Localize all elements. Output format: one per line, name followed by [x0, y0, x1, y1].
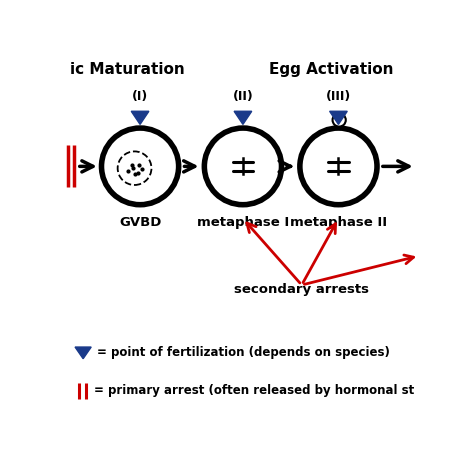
Text: ic Maturation: ic Maturation: [70, 63, 185, 77]
Text: (II): (II): [233, 90, 253, 103]
Text: (I): (I): [132, 90, 148, 103]
Circle shape: [118, 151, 152, 185]
Polygon shape: [75, 347, 91, 359]
Text: metaphase I: metaphase I: [197, 216, 289, 228]
Text: = point of fertilization (depends on species): = point of fertilization (depends on spe…: [97, 346, 390, 359]
Circle shape: [204, 128, 282, 205]
Circle shape: [101, 128, 179, 205]
Text: (III): (III): [326, 90, 351, 103]
Polygon shape: [329, 111, 347, 124]
Text: = primary arrest (often released by hormonal st: = primary arrest (often released by horm…: [94, 384, 414, 397]
Text: secondary arrests: secondary arrests: [234, 283, 369, 296]
Text: metaphase II: metaphase II: [290, 216, 387, 228]
Circle shape: [300, 128, 377, 205]
Circle shape: [333, 113, 346, 127]
Text: Egg Activation: Egg Activation: [269, 63, 393, 77]
Text: GVBD: GVBD: [119, 216, 161, 228]
Polygon shape: [234, 111, 252, 124]
Polygon shape: [131, 111, 149, 124]
